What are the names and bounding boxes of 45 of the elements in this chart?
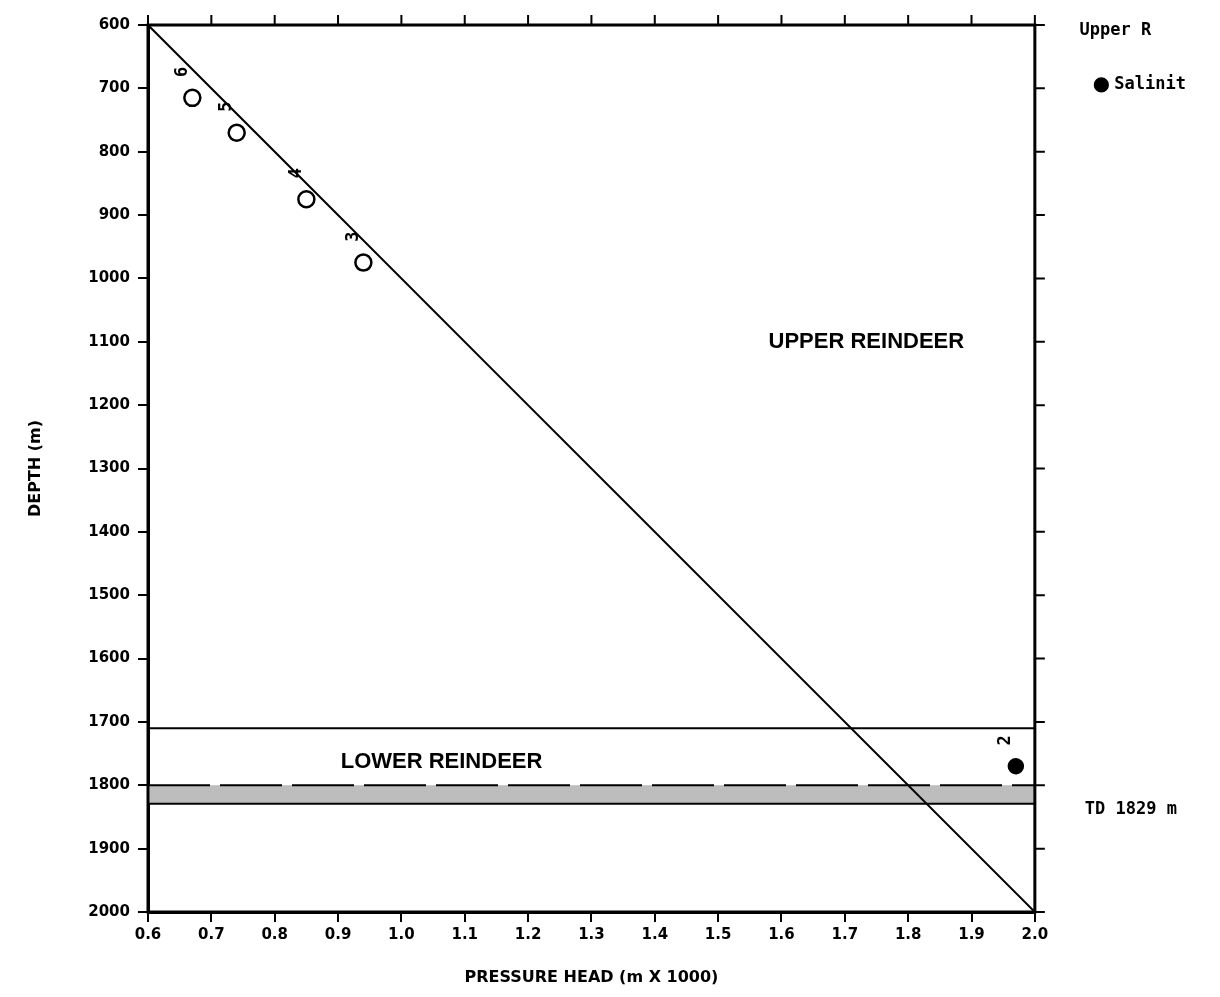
legend-title: Upper R: [1079, 18, 1153, 39]
x-tick-label: 1.6: [768, 924, 795, 943]
y-tick-label: 600: [98, 14, 130, 33]
y-tick-label: 800: [98, 141, 130, 160]
point: [227, 123, 246, 142]
y-tick-label: 1400: [88, 521, 130, 540]
x-tick-label: 1.9: [958, 924, 985, 943]
x-tick-label: 1.2: [514, 924, 542, 943]
y-tick-label: 1600: [88, 648, 130, 667]
y-tick-label: 1500: [88, 585, 130, 604]
x-tick-label: 0.8: [261, 924, 288, 943]
y-tick-label: 1000: [88, 268, 130, 287]
annotation: 2: [994, 735, 1015, 746]
y-axis-title: DEPTH (m): [24, 419, 44, 518]
point: [183, 88, 202, 108]
point: [297, 189, 316, 209]
y-tick-label: 1900: [88, 838, 130, 857]
y-tick-label: 700: [98, 78, 130, 97]
x-tick-label: 1.8: [894, 924, 922, 943]
y-tick-label: 1300: [88, 458, 130, 477]
annotation: 3: [341, 231, 362, 242]
x-tick-label: 0.7: [198, 924, 225, 943]
point: [1007, 758, 1025, 775]
y-tick-label: 1800: [88, 775, 130, 794]
point: [354, 253, 373, 272]
ref-line-label: TD 1829 m: [1084, 798, 1177, 819]
annotation: 6: [170, 66, 191, 77]
x-tick-label: 0.9: [324, 924, 352, 943]
y-tick-label: 1200: [88, 395, 130, 414]
x-tick-label: 1.5: [704, 924, 732, 943]
annotation: UPPER REINDEER: [768, 327, 965, 353]
y-tick-label: 900: [98, 204, 130, 223]
x-tick-label: 1.4: [641, 924, 669, 943]
y-tick-label: 1100: [88, 331, 130, 350]
x-tick-label: 1.1: [451, 924, 479, 943]
annotation: LOWER REINDEER: [340, 748, 543, 774]
x-tick-label: 1.3: [578, 924, 605, 943]
legend-label: Salinit: [1114, 73, 1187, 94]
x-axis-title: PRESSURE HEAD (m X 1000): [464, 966, 719, 986]
y-tick-label: 1700: [88, 711, 130, 730]
x-tick-label: 0.6: [134, 924, 162, 943]
x-tick-label: 1.0: [388, 924, 415, 943]
y-tick-label: 2000: [88, 901, 130, 920]
x-tick-label: 2.0: [1021, 924, 1049, 943]
x-tick-label: 1.7: [831, 924, 859, 943]
